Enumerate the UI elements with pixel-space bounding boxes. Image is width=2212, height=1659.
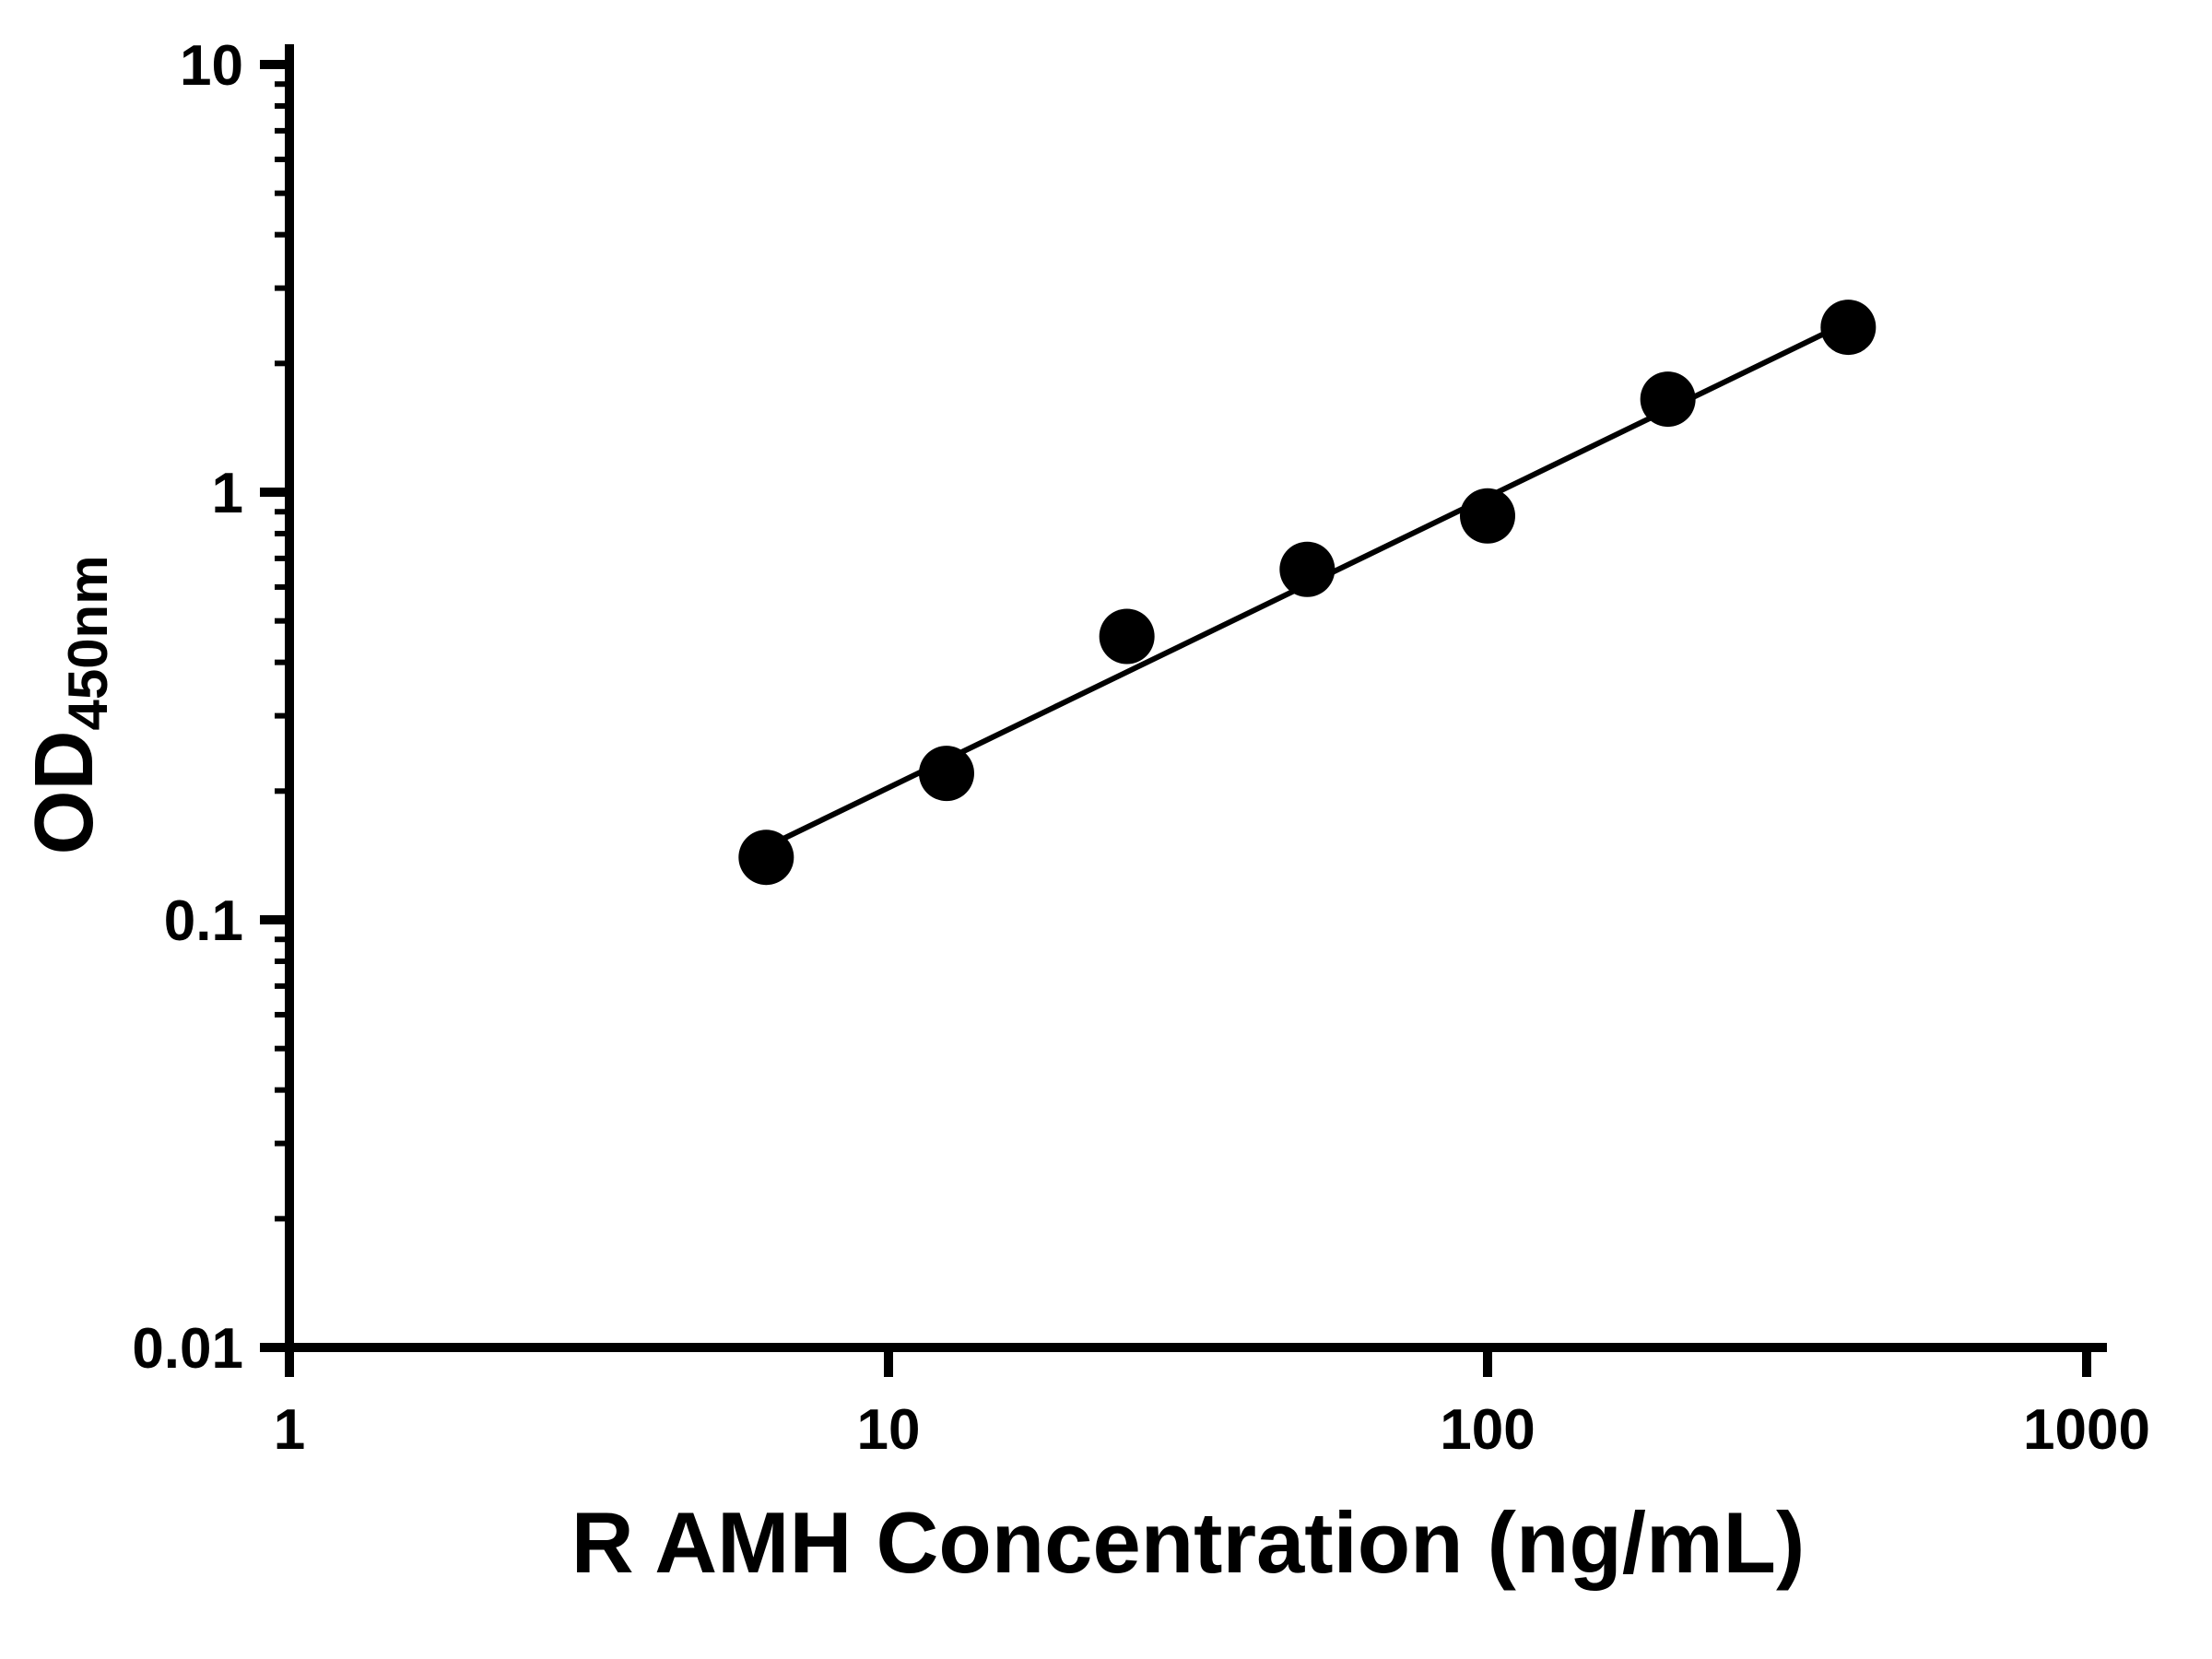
- data-point: [1099, 608, 1155, 665]
- y-tick-label: 10: [180, 34, 243, 98]
- x-axis-title: R AMH Concentration (ng/mL): [571, 1494, 1806, 1591]
- data-point: [738, 830, 794, 886]
- data-point: [1820, 300, 1877, 356]
- y-tick-label: 0.1: [164, 889, 243, 953]
- y-axis-title: OD450nm: [18, 555, 119, 854]
- y-axis-title-subscript: 450nm: [57, 555, 119, 730]
- x-tick-label: 1: [274, 1398, 305, 1462]
- data-point: [1460, 488, 1515, 544]
- data-point: [918, 746, 974, 802]
- x-tick-label: 100: [1440, 1398, 1535, 1462]
- data-point: [1279, 541, 1335, 597]
- y-tick-label: 1: [212, 462, 243, 525]
- data-point: [1640, 371, 1696, 428]
- y-tick-label: 0.01: [132, 1317, 243, 1381]
- x-tick-label: 10: [857, 1398, 921, 1462]
- y-axis-title-main: OD: [18, 731, 111, 855]
- x-tick-label: 1000: [2023, 1398, 2150, 1462]
